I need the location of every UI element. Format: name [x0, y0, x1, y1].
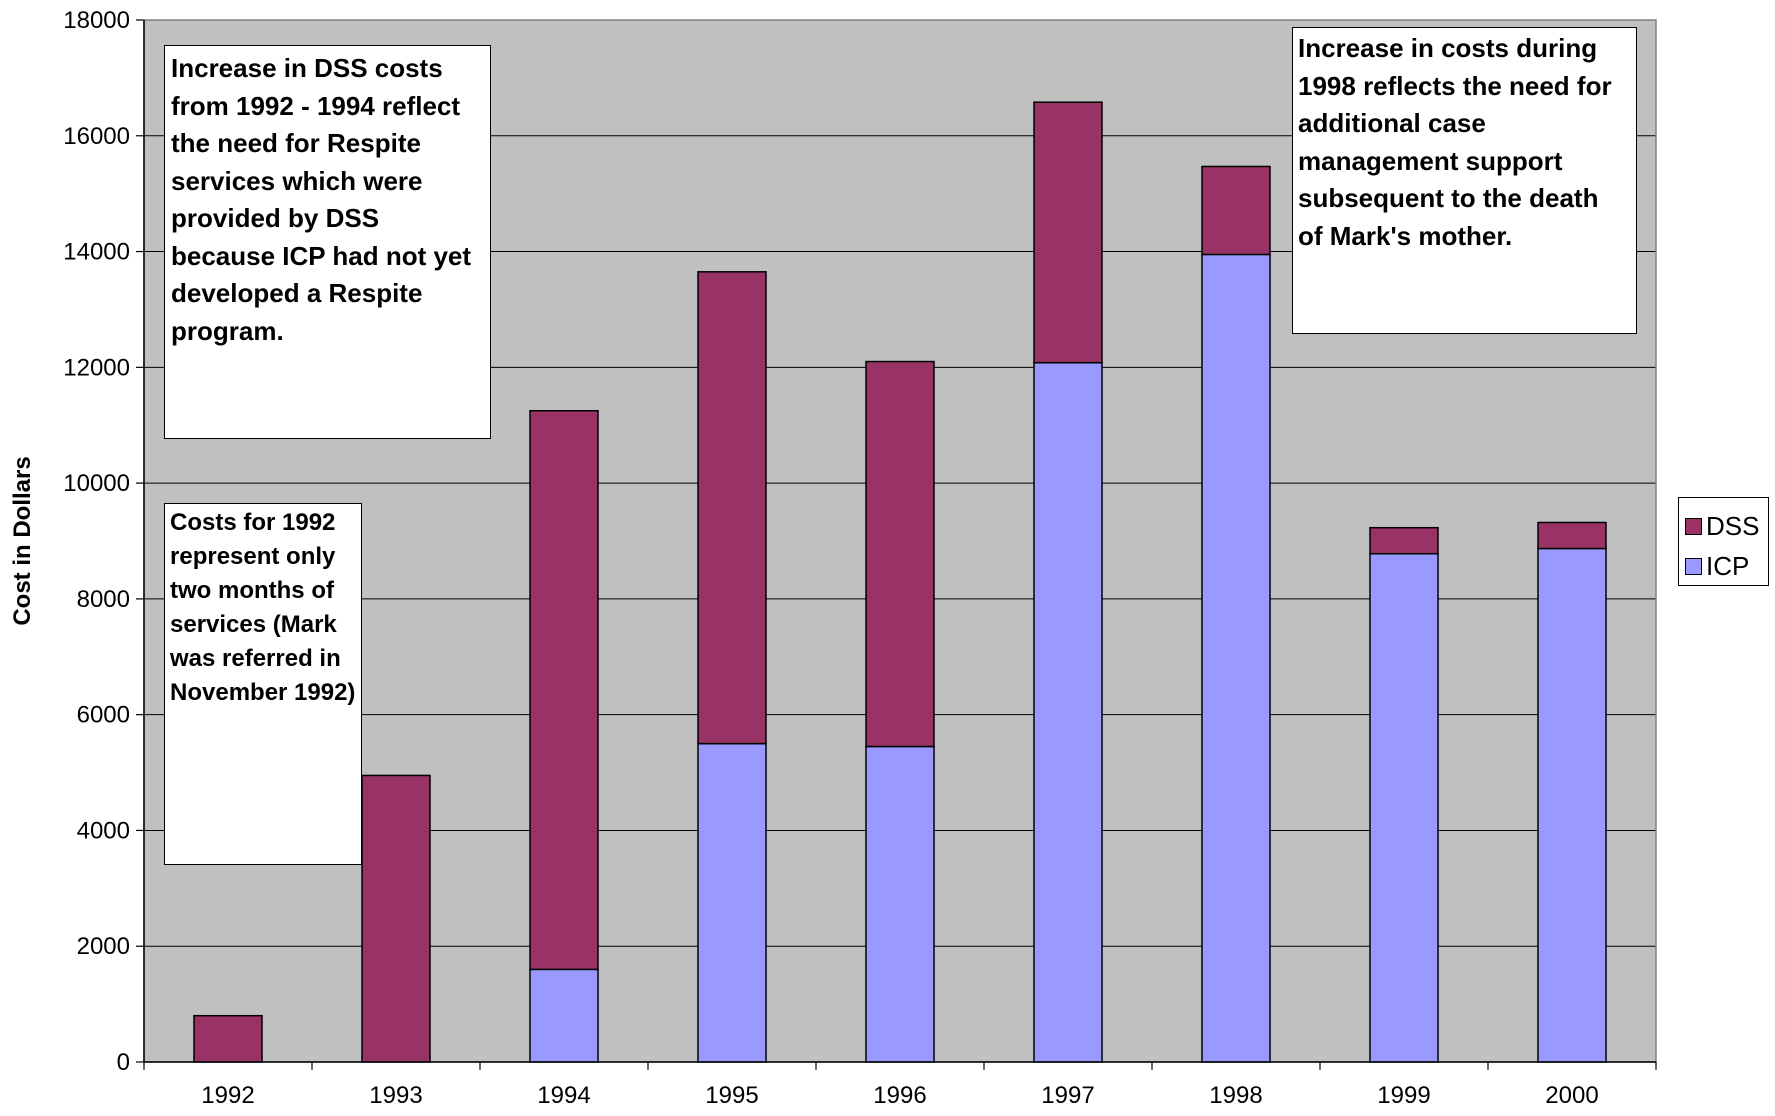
- y-tick-label: 14000: [63, 239, 130, 266]
- bar-dss-1994: [529, 410, 599, 971]
- legend-swatch-icp: [1685, 557, 1702, 575]
- y-tick-label: 12000: [63, 354, 130, 381]
- x-tick-label: 1993: [369, 1082, 422, 1109]
- y-tick-label: 16000: [63, 123, 130, 150]
- x-tick-label: 1998: [1209, 1082, 1262, 1109]
- y-tick-label: 0: [117, 1049, 130, 1076]
- x-tick-label: 1999: [1377, 1082, 1430, 1109]
- bar-dss-1997: [1033, 101, 1103, 364]
- y-tick-label: 4000: [77, 817, 130, 844]
- bar-dss-1993: [361, 774, 431, 1063]
- x-tick-label: 1996: [873, 1082, 926, 1109]
- bar-dss-1999: [1369, 526, 1439, 555]
- legend-label-icp: ICP: [1706, 550, 1750, 581]
- y-tick-label: 8000: [77, 586, 130, 613]
- x-tick-label: 1997: [1041, 1082, 1094, 1109]
- bar-dss-1996: [865, 360, 935, 748]
- annotation-1998-costs: Increase in costs during 1998 reflects t…: [1292, 27, 1637, 334]
- annotation-dss-respite: Increase in DSS costs from 1992 - 1994 r…: [164, 45, 491, 439]
- bar-dss-1995: [697, 271, 767, 745]
- legend: DSS ICP: [1678, 497, 1769, 586]
- bar-dss-1992: [193, 1014, 263, 1063]
- bar-icp-1997: [1033, 361, 1103, 1063]
- bar-dss-2000: [1537, 521, 1607, 550]
- y-axis-title: Cost in Dollars: [9, 456, 36, 625]
- y-tick-label: 10000: [63, 470, 130, 497]
- y-tick-label: 6000: [77, 702, 130, 729]
- bar-icp-1995: [697, 742, 767, 1063]
- annotation-1992-costs: Costs for 1992 represent only two months…: [164, 503, 362, 865]
- legend-label-dss: DSS: [1706, 510, 1760, 541]
- y-tick-label: 2000: [77, 933, 130, 960]
- x-tick-labels: 1992 1993 1994 1995 1996 1997 1998 1999 2000: [201, 1082, 1598, 1109]
- bar-icp-1996: [865, 745, 935, 1063]
- bars: [193, 101, 1607, 1063]
- y-tick-labels: 0 2000 4000 6000 8000 10000 12000 14000 16000 180…: [63, 7, 130, 1076]
- x-tick-label: 2000: [1545, 1082, 1598, 1109]
- bar-icp-1994: [529, 968, 599, 1063]
- legend-swatch-dss: [1685, 517, 1702, 535]
- x-tick-label: 1994: [537, 1082, 590, 1109]
- x-tick-label: 1995: [705, 1082, 758, 1109]
- y-tick-label: 18000: [63, 7, 130, 34]
- bar-icp-2000: [1537, 547, 1607, 1063]
- x-tick-label: 1992: [201, 1082, 254, 1109]
- bar-icp-1999: [1369, 552, 1439, 1063]
- legend-item-dss: DSS: [1685, 506, 1768, 546]
- axes: [136, 19, 1657, 1070]
- bar-dss-1998: [1201, 165, 1271, 256]
- legend-item-icp: ICP: [1685, 546, 1768, 586]
- bar-icp-1998: [1201, 253, 1271, 1063]
